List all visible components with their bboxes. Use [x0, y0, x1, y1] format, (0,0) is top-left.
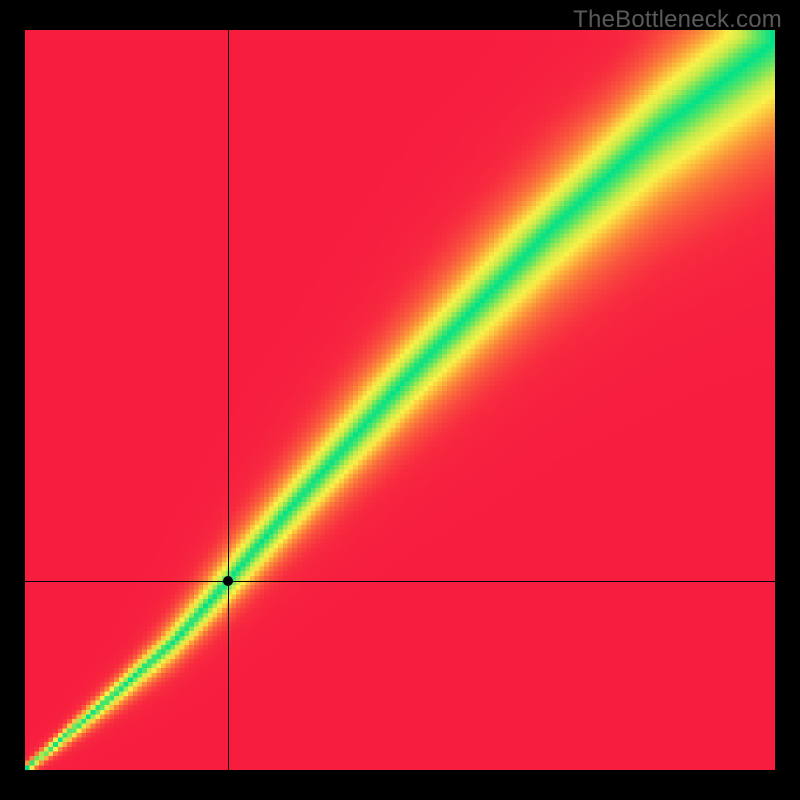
- attribution-watermark: TheBottleneck.com: [573, 6, 782, 34]
- crosshair-horizontal: [25, 581, 775, 582]
- crosshair-marker-dot: [223, 576, 233, 586]
- crosshair-vertical: [228, 30, 229, 770]
- root-container: { "attribution": { "text": "TheBottlenec…: [0, 0, 800, 800]
- heatmap-plot-area: [25, 30, 775, 770]
- heatmap-canvas: [25, 30, 775, 770]
